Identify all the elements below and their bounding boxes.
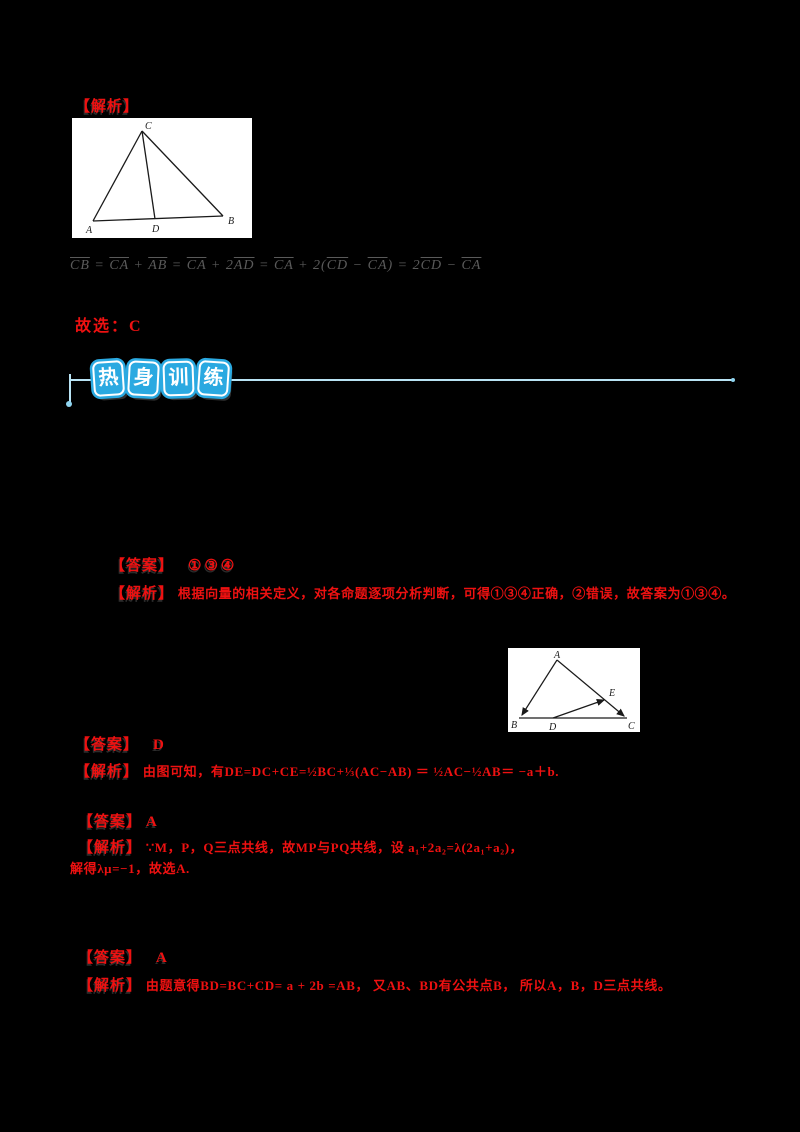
answer-label: 【答案】 <box>78 950 143 966</box>
top-analysis-label: 【解析】 <box>75 99 140 115</box>
triangle-figure-2: A B C D E <box>511 650 635 732</box>
vertex-label-e: E <box>608 688 615 699</box>
analysis-text: ∵M，P，Q三点共线，故MP与PQ共线，设 a₁+2a₂=λ(2a₁+a₂)， <box>145 840 524 855</box>
banner-tile: 练 <box>196 359 231 398</box>
vertex-label-c: C <box>145 121 152 132</box>
vertex-label-b: B <box>228 216 234 227</box>
answer-value: ①③④ <box>188 558 238 574</box>
answer-value: D <box>153 737 167 753</box>
banner-tile: 身 <box>127 360 160 397</box>
answer-value: A <box>146 814 160 830</box>
answer-value: A <box>156 950 170 966</box>
answer-row-1: 【答案】 ①③④ <box>110 554 237 575</box>
analysis-text: 根据向量的相关定义，对各命题逐项分析判断，可得①③④正确，②错误，故答案为①③④… <box>177 586 736 601</box>
banner-right-dot <box>731 378 735 382</box>
analysis-label: 【解析】 <box>78 978 143 994</box>
analysis-text: 解得λμ=−1，故选A. <box>70 861 190 876</box>
answer-row-3: 【答案】 A <box>78 810 160 831</box>
banner-left-dot <box>66 401 72 407</box>
analysis-row-2: 【解析】 由图可知，有DE=DC+CE=½BC+⅓(AC−AB) ＝ ½AC−½… <box>75 760 559 781</box>
banner-tile: 热 <box>91 359 126 398</box>
banner-vertical-line <box>69 374 71 404</box>
analysis-text: 由图可知，有DE=DC+CE=½BC+⅓(AC−AB) ＝ ½AC−½AB＝ −… <box>142 764 560 779</box>
warmup-banner: 热 身 训 练 <box>91 359 231 398</box>
analysis-label: 【解析】 <box>78 840 143 856</box>
figure-triangle-abc-de: A B C D E <box>508 648 640 732</box>
analysis-label: 【解析】 <box>75 764 140 780</box>
vertex-label-b: B <box>511 720 517 731</box>
vertex-label-d: D <box>548 722 557 732</box>
answer-label: 【答案】 <box>78 814 143 830</box>
vertex-label-d: D <box>151 224 160 235</box>
banner-horizontal-line <box>70 379 734 381</box>
analysis-label: 【解析】 <box>110 586 175 602</box>
answer-label: 【答案】 <box>110 558 175 574</box>
triangle-figure-1: C A D B <box>85 121 234 236</box>
choice-answer: 故选：C <box>75 318 143 335</box>
vector-formula: CB = CA + AB = CA + 2AD = CA + 2(CD − CA… <box>70 258 482 273</box>
banner-tile: 训 <box>162 360 195 397</box>
answer-label: 【答案】 <box>75 737 140 753</box>
answer-row-4: 【答案】 A <box>78 946 170 967</box>
figure-triangle-abc-cd: C A D B <box>72 118 252 238</box>
vertex-label-a: A <box>553 650 561 661</box>
analysis-row-3-line2: 解得λμ=−1，故选A. <box>70 858 190 877</box>
analysis-row-3: 【解析】 ∵M，P，Q三点共线，故MP与PQ共线，设 a₁+2a₂=λ(2a₁+… <box>78 836 523 857</box>
analysis-row-4: 【解析】 由题意得BD=BC+CD= a + 2b =AB， 又AB、BD有公共… <box>78 974 671 995</box>
answer-row-2: 【答案】 D <box>75 733 167 754</box>
analysis-text: 由题意得BD=BC+CD= a + 2b =AB， 又AB、BD有公共点B， 所… <box>145 978 672 993</box>
vertex-label-a: A <box>85 225 93 236</box>
analysis-row-1: 【解析】 根据向量的相关定义，对各命题逐项分析判断，可得①③④正确，②错误，故答… <box>110 582 735 603</box>
vertex-label-c: C <box>628 721 635 732</box>
